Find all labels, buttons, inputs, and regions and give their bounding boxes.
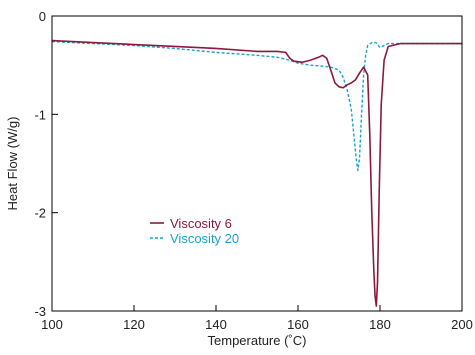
x-axis-title: Temperature (˚C) [208, 333, 307, 348]
y-axis-title: Heat Flow (W/g) [5, 117, 20, 211]
x-tick-label-0: 100 [41, 317, 63, 332]
y-tick-label-3: -3 [34, 304, 46, 319]
x-tick-label-4: 180 [369, 317, 391, 332]
legend-label-0: Viscosity 6 [170, 216, 232, 231]
x-tick-label-3: 160 [287, 317, 309, 332]
legend-label-1: Viscosity 20 [170, 231, 239, 246]
x-tick-label-1: 120 [123, 317, 145, 332]
plot-frame [51, 15, 463, 312]
axis-layer: 100 120 140 160 180 200 0 -1 -2 -3 [34, 9, 472, 332]
series-line-0 [51, 39, 462, 307]
y-tick-label-1: -1 [34, 107, 46, 122]
x-tick-label-5: 200 [451, 317, 473, 332]
y-tick-label-0: 0 [39, 9, 46, 24]
plot-layer [51, 39, 462, 307]
y-tick-label-2: -2 [34, 206, 46, 221]
x-tick-label-2: 140 [205, 317, 227, 332]
series-line-1 [51, 40, 462, 172]
